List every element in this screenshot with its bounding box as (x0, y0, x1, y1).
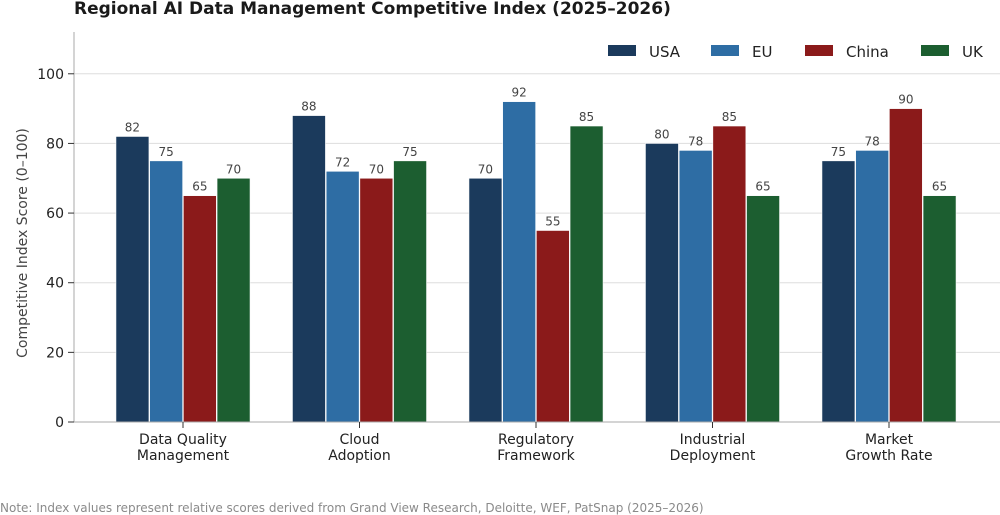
chart-title: Regional AI Data Management Competitive … (74, 0, 671, 19)
legend-label-usa: USA (649, 43, 681, 61)
bar-china (536, 230, 570, 423)
x-axis-ticks: Data Quality Management Cloud Adoption Regul… (137, 422, 933, 464)
y-tick-label: 100 (37, 67, 64, 83)
bar-value-label: 90 (898, 93, 913, 107)
legend: USA EU China UK (608, 43, 984, 61)
axes (73, 32, 1000, 423)
y-tick-label: 40 (46, 276, 64, 292)
legend-swatch-uk (921, 45, 949, 56)
legend-label-china: China (846, 43, 889, 61)
bar-uk (922, 195, 957, 423)
bar-value-label: 88 (301, 100, 316, 114)
bars: 82 75 65 70 88 72 70 75 70 92 55 85 80 78 85 65 75 78 90 65 (115, 86, 957, 423)
y-axis-label: Competitive Index Score (0–100) (15, 128, 31, 358)
bar-eu (325, 170, 360, 423)
bar-value-label: 85 (722, 110, 737, 124)
x-tick-label: Industrial Deployment (670, 432, 756, 464)
bar-value-label: 55 (545, 214, 560, 228)
bar-eu (855, 150, 889, 423)
y-tick-label: 60 (46, 206, 64, 222)
bar-china (712, 125, 747, 423)
bar-uk (216, 177, 251, 423)
bar-value-label: 92 (512, 86, 527, 100)
bar-china (889, 108, 923, 423)
y-tick-label: 0 (55, 415, 64, 431)
bar-value-label: 80 (654, 127, 669, 141)
legend-label-eu: EU (752, 43, 772, 61)
bar-value-label: 75 (831, 145, 846, 159)
bar-value-label: 82 (125, 120, 140, 134)
bar-usa (115, 136, 150, 423)
bar-value-label: 75 (402, 145, 417, 159)
legend-label-uk: UK (962, 43, 984, 61)
bar-china (359, 177, 394, 423)
bar-value-label: 70 (226, 162, 241, 176)
y-tick-label: 80 (46, 136, 64, 152)
bar-value-label: 78 (688, 134, 703, 148)
bar-usa (468, 177, 503, 423)
bar-value-label: 72 (335, 155, 350, 169)
bar-eu (149, 160, 183, 423)
x-tick-label: Data Quality Management (137, 432, 230, 464)
bar-usa (292, 115, 326, 423)
y-tick-label: 20 (46, 345, 64, 361)
bar-value-label: 65 (755, 180, 770, 194)
bar-value-label: 70 (369, 162, 384, 176)
bar-value-label: 75 (159, 145, 174, 159)
bar-usa (645, 143, 679, 423)
bar-eu (678, 150, 713, 423)
bar-uk (393, 160, 427, 423)
bar-eu (502, 101, 536, 423)
bar-value-label: 65 (192, 180, 207, 194)
chart-note: Note: Index values represent relative sc… (0, 501, 704, 515)
bar-value-label: 85 (579, 110, 594, 124)
bar-value-label: 65 (932, 180, 947, 194)
bar-china (183, 195, 217, 423)
y-axis-ticks: 0 20 40 60 80 100 (37, 67, 74, 431)
bar-uk (569, 125, 604, 423)
bar-value-label: 70 (478, 162, 493, 176)
bar-uk (746, 195, 780, 423)
bar-value-label: 78 (865, 134, 880, 148)
x-tick-label: Cloud Adoption (328, 432, 391, 464)
legend-swatch-china (805, 45, 833, 56)
bar-usa (821, 160, 856, 423)
x-tick-label: Regulatory Framework (497, 432, 575, 464)
legend-swatch-eu (711, 45, 739, 56)
legend-swatch-usa (608, 45, 636, 56)
x-tick-label: Market Growth Rate (845, 432, 932, 464)
